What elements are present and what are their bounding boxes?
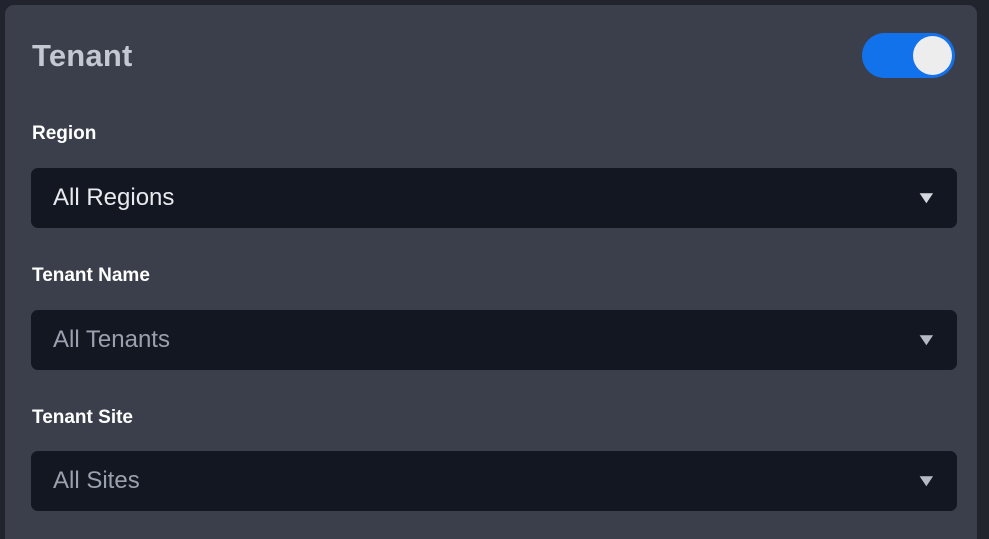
tenant-site-select-value: All Sites bbox=[53, 467, 140, 494]
chevron-down-icon: ▼ bbox=[915, 188, 938, 207]
tenant-enabled-toggle[interactable] bbox=[862, 33, 955, 78]
chevron-down-icon: ▼ bbox=[915, 471, 938, 490]
tenant-filter-panel: Tenant Region All Regions ▼ Tenant Name … bbox=[5, 5, 977, 539]
tenant-name-label: Tenant Name bbox=[32, 265, 150, 286]
tenant-site-select[interactable]: All Sites ▼ bbox=[31, 451, 957, 511]
page-title: Tenant bbox=[32, 38, 133, 73]
panel-header: Tenant bbox=[5, 5, 977, 110]
chevron-down-icon: ▼ bbox=[915, 330, 938, 349]
toggle-knob bbox=[913, 36, 952, 75]
region-label: Region bbox=[32, 123, 97, 144]
region-select-value: All Regions bbox=[53, 184, 175, 211]
region-select[interactable]: All Regions ▼ bbox=[31, 168, 957, 228]
tenant-name-select[interactable]: All Tenants ▼ bbox=[31, 310, 957, 370]
tenant-site-label: Tenant Site bbox=[32, 407, 133, 428]
tenant-name-select-value: All Tenants bbox=[53, 326, 170, 353]
